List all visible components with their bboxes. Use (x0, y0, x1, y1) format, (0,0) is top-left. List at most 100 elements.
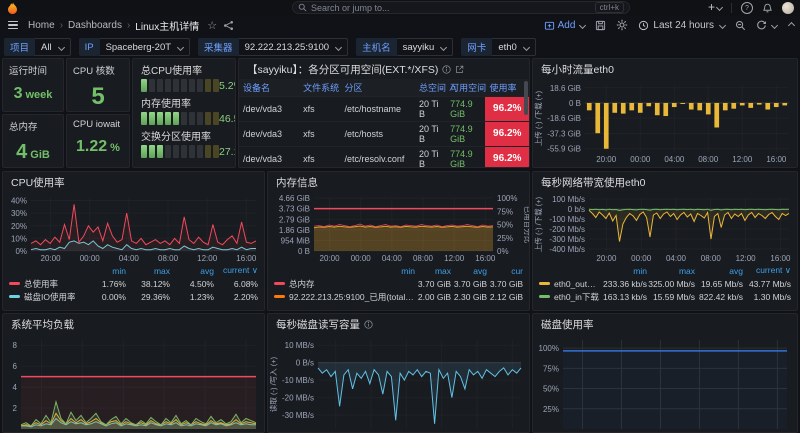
filter-value-dropdown[interactable]: sayyiku (396, 38, 454, 56)
disk-rw-chart[interactable]: 10 MB/s 0 B/s -10 MB/s -20 MB/s -30 MB/s 读取 (… (268, 334, 529, 432)
svg-text:16:00: 16:00 (766, 155, 787, 164)
external-link-icon[interactable] (455, 65, 464, 74)
panel-title[interactable]: 【sayyiku】：各分区可用空间(EXT.*/XFS) (239, 59, 529, 79)
legend-value: 43.77 Mb/s (748, 278, 791, 289)
user-avatar[interactable] (782, 2, 794, 14)
new-item-button[interactable]: + (708, 1, 724, 14)
svg-text:12:00: 12:00 (444, 254, 465, 263)
help-icon[interactable]: ? (741, 2, 753, 14)
settings-gear-icon[interactable] (616, 19, 628, 31)
legend-row: 92.222.213.25:9100_已用(total-cache-buf-fr… (274, 290, 523, 303)
table-cell: 96.2% (485, 121, 529, 147)
disk-usage-chart[interactable]: 100% 75% 50% 25% (533, 334, 797, 432)
legend-sort-header[interactable]: current ∨ (222, 265, 258, 275)
search-input[interactable]: Search or jump to... ctrl+k (292, 1, 630, 14)
zoom-out-icon[interactable] (735, 20, 746, 31)
svg-text:50%: 50% (497, 221, 513, 230)
grafana-logo[interactable] (6, 2, 19, 15)
legend-sort-header[interactable]: max (153, 265, 170, 276)
table-cell: 774.9 GiB (446, 121, 486, 147)
panel-title[interactable]: 每秒磁盘读写容量 (268, 314, 529, 334)
favorite-star-icon[interactable]: ☆ (207, 19, 218, 32)
svg-text:12:00: 12:00 (736, 254, 757, 263)
legend-series[interactable]: eth0_out上传 (539, 278, 599, 290)
svg-text:20:00: 20:00 (596, 254, 617, 263)
table-header-可用空间[interactable]: 可用空间 (446, 79, 486, 97)
time-range-picker[interactable]: Last 24 hours (638, 20, 727, 31)
panel-title[interactable]: 磁盘使用率 (541, 319, 594, 331)
legend-sort-header[interactable]: cur (511, 265, 523, 276)
legend-sort-header[interactable]: avg (473, 265, 487, 276)
table-cell: 20 TiB (415, 96, 447, 122)
legend-series[interactable]: 总使用率 (9, 278, 82, 290)
table-header-设备名[interactable]: 设备名 (239, 79, 300, 97)
legend-sort-header[interactable]: current ∨ (755, 265, 791, 275)
legend-series[interactable]: 磁盘IO使用率 (9, 291, 82, 303)
notification-bell-icon[interactable] (762, 3, 773, 14)
panel-title[interactable]: CPU使用率 (11, 177, 65, 189)
panel-title[interactable]: CPU 核数 (73, 66, 115, 75)
legend-sort-header[interactable]: avg (729, 265, 743, 276)
svg-text:16:00: 16:00 (770, 254, 791, 263)
table-scrollbar[interactable] (524, 81, 528, 115)
svg-text:100%: 100% (539, 344, 559, 353)
svg-text:12:00: 12:00 (732, 155, 753, 164)
info-icon[interactable] (364, 320, 373, 329)
cpu-usage-chart[interactable]: 20:00 00:00 04:00 08:00 12:00 16:00 0% 10% 20% 30… (3, 192, 264, 264)
svg-text:00:00: 00:00 (351, 254, 372, 263)
bar-gauge: 内存使用率 46.5% (133, 92, 235, 125)
save-dashboard-icon[interactable] (595, 20, 606, 31)
legend-series[interactable]: eth0_in下载 (539, 291, 599, 303)
legend-series[interactable]: 92.222.213.25:9100_已用(total-cache-buf-fr… (274, 291, 415, 303)
filter-value-dropdown[interactable]: All (35, 38, 71, 56)
legend-sort-header[interactable]: avg (200, 265, 214, 276)
filter-value-dropdown[interactable]: Spaceberg-20T (99, 38, 191, 56)
legend-row: eth0_in下载 163.13 kb/s 15.59 Mb/s 822.42 kb/… (539, 290, 791, 303)
filter-value-dropdown[interactable]: 92.222.213.25:9100 (238, 38, 349, 56)
panel-title[interactable]: 每小时流量eth0 (541, 64, 614, 76)
panel-title[interactable]: CPU iowait (73, 119, 120, 130)
legend-value: 19.65 Mb/s (700, 278, 743, 289)
refresh-button[interactable] (756, 20, 779, 31)
legend-value: 3.70 GiB (489, 278, 523, 289)
filter-value-dropdown[interactable]: eth0 (492, 38, 536, 56)
menu-icon[interactable] (8, 20, 18, 30)
panel-network-bandwidth: 每秒网络带宽使用eth0 20:00 00:00 04:00 08:00 12:00 16… (532, 171, 798, 311)
table-header-使用率[interactable]: 使用率 (485, 79, 529, 97)
table-header-文件系统[interactable]: 文件系统 (299, 79, 341, 97)
panel-title[interactable]: 每秒网络带宽使用eth0 (541, 177, 646, 189)
legend-sort-header[interactable]: min (112, 265, 126, 276)
svg-text:08:00: 08:00 (698, 155, 719, 164)
legend-sort-header[interactable]: max (678, 265, 695, 276)
svg-text:-30 MB/s: -30 MB/s (282, 411, 314, 420)
system-load-chart[interactable]: 8 6 4 2 (3, 334, 264, 432)
panel-title[interactable]: 运行时间 (9, 66, 48, 77)
legend-series[interactable]: 总内存 (274, 278, 415, 290)
panel-title[interactable]: 总内存 (9, 122, 38, 133)
network-bandwidth-chart[interactable]: 20:00 00:00 04:00 08:00 12:00 16:00 100 Mb/s 0 … (533, 192, 797, 264)
legend-value: 38.12% (141, 278, 170, 289)
legend-value: 1.30 Mb/s (753, 291, 791, 302)
legend-value: 1.76% (101, 278, 126, 289)
memory-info-chart[interactable]: 20:00 00:00 04:00 08:00 12:00 16:00 4.66 GiB 3.… (268, 192, 529, 264)
table-header-分区[interactable]: 分区 (340, 79, 416, 97)
breadcrumb-home[interactable]: Home (28, 19, 55, 31)
legend-sort-header[interactable]: max (434, 265, 451, 276)
collapse-toolbar-chevron[interactable] (787, 21, 796, 29)
table-header-总空间[interactable]: 总空间 ∧ (415, 79, 458, 97)
svg-text:08:00: 08:00 (413, 254, 434, 263)
legend-sort-header[interactable]: min (401, 265, 415, 276)
svg-text:04:00: 04:00 (119, 254, 140, 263)
hourly-traffic-chart[interactable]: 20:00 00:00 04:00 08:00 12:00 16:00 18.6 GiB 0 … (533, 79, 797, 165)
table-cell: xfs (299, 96, 341, 122)
gauge-bar (141, 79, 219, 92)
add-button[interactable]: Add (544, 20, 587, 31)
info-icon[interactable] (442, 65, 451, 74)
legend-sort-header[interactable]: min (633, 265, 647, 276)
legend-value: 29.36% (141, 291, 170, 302)
legend-swatch (274, 295, 285, 298)
panel-title[interactable]: 系统平均负载 (11, 319, 74, 331)
panel-title[interactable]: 内存信息 (276, 177, 318, 189)
breadcrumb-dashboards[interactable]: Dashboards (68, 19, 122, 31)
share-icon[interactable] (223, 20, 234, 31)
